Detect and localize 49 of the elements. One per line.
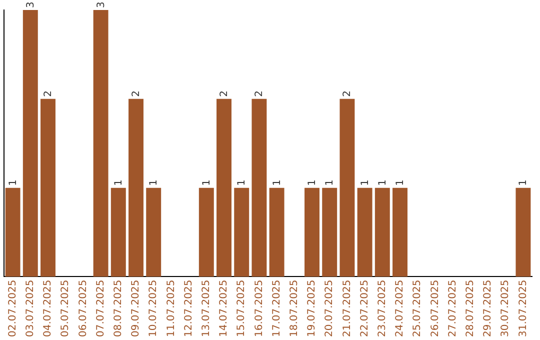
- x-tick-label: 07.07.2025: [95, 280, 106, 338]
- x-tick-label: 04.07.2025: [42, 280, 54, 338]
- data-label: 1: [236, 179, 248, 186]
- x-tick-label: 28.07.2025: [464, 280, 476, 338]
- x-tick-label: 12.07.2025: [183, 280, 194, 338]
- x-tick-label: 13.07.2025: [200, 280, 212, 338]
- data-label: 1: [518, 179, 530, 186]
- x-tick-label: 22.07.2025: [359, 280, 370, 338]
- data-label: 1: [307, 179, 318, 186]
- x-tick-label: 23.07.2025: [376, 280, 388, 338]
- x-tick-label: 06.07.2025: [78, 280, 89, 338]
- x-tick-label: 26.07.2025: [430, 280, 441, 338]
- data-label: 2: [43, 90, 54, 97]
- x-tick-label: 29.07.2025: [482, 280, 494, 338]
- data-label: 1: [8, 179, 19, 186]
- data-label: 1: [395, 179, 406, 186]
- x-tick-label: 19.07.2025: [306, 280, 318, 338]
- data-label: 2: [219, 90, 230, 97]
- data-label: 1: [201, 179, 212, 186]
- x-tick-label: 31.07.2025: [518, 280, 529, 338]
- x-tick-label: 11.07.2025: [166, 280, 177, 338]
- data-label: 1: [113, 179, 124, 186]
- x-tick-label: 08.07.2025: [112, 280, 124, 338]
- data-label: 3: [25, 2, 36, 8]
- data-label: 1: [148, 179, 160, 186]
- data-label: 1: [377, 179, 388, 186]
- x-tick-label: 16.07.2025: [254, 280, 265, 338]
- data-label: 2: [342, 90, 354, 97]
- x-tick-label: 15.07.2025: [236, 280, 248, 338]
- data-label: 2: [131, 90, 142, 97]
- x-tick-label: 02.07.2025: [7, 280, 18, 338]
- x-tick-label: 21.07.2025: [342, 280, 353, 338]
- x-tick-label: 09.07.2025: [130, 280, 142, 338]
- x-tick-label: 18.07.2025: [288, 280, 300, 338]
- data-label: 2: [254, 90, 266, 97]
- data-label: 1: [324, 179, 336, 186]
- x-tick-label: 30.07.2025: [500, 280, 512, 338]
- x-tick-label: 25.07.2025: [412, 280, 424, 338]
- x-tick-label: 27.07.2025: [447, 280, 458, 338]
- x-tick-label: 20.07.2025: [324, 280, 336, 338]
- x-tick-label: 17.07.2025: [271, 280, 282, 338]
- data-label: 1: [360, 179, 371, 186]
- x-tick-label: 24.07.2025: [394, 280, 406, 338]
- x-tick-label: 10.07.2025: [148, 280, 160, 338]
- x-tick-label: 14.07.2025: [218, 280, 230, 338]
- data-label: 3: [96, 2, 107, 8]
- x-tick-label: 03.07.2025: [24, 280, 36, 338]
- x-tick-label: 05.07.2025: [60, 280, 72, 338]
- data-label: 1: [272, 179, 283, 186]
